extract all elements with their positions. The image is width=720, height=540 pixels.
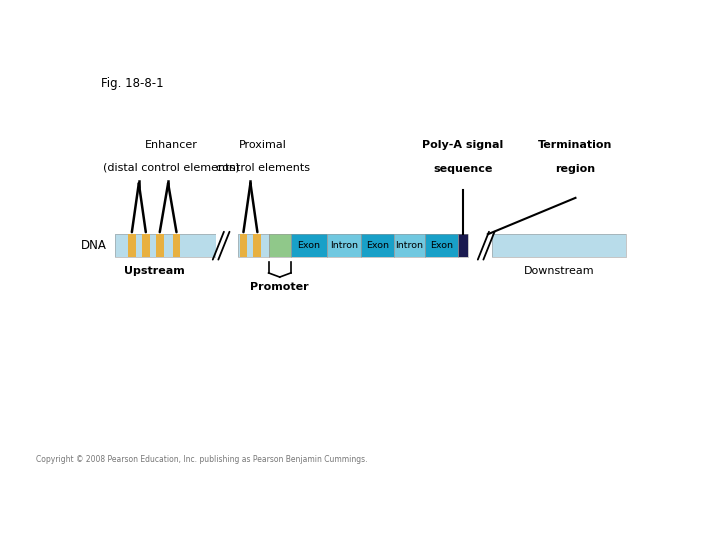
- Bar: [361, 234, 394, 257]
- Text: Promoter: Promoter: [251, 282, 309, 292]
- Text: Proximal: Proximal: [239, 140, 287, 150]
- Bar: [459, 234, 468, 257]
- Bar: [156, 234, 163, 257]
- Text: Copyright © 2008 Pearson Education, Inc. publishing as Pearson Benjamin Cummings: Copyright © 2008 Pearson Education, Inc.…: [36, 455, 367, 464]
- Bar: [327, 234, 361, 257]
- Bar: [481, 231, 491, 260]
- Text: Exon: Exon: [366, 241, 389, 250]
- Bar: [142, 234, 150, 257]
- Text: Enhancer: Enhancer: [145, 140, 197, 150]
- Bar: [115, 234, 218, 257]
- Text: Poly-A signal: Poly-A signal: [422, 140, 503, 150]
- Bar: [361, 234, 394, 257]
- Bar: [173, 234, 181, 257]
- Bar: [128, 234, 136, 257]
- Text: control elements: control elements: [216, 163, 310, 172]
- Bar: [492, 234, 626, 257]
- Bar: [253, 234, 261, 257]
- Bar: [291, 234, 327, 257]
- Text: Termination: Termination: [539, 140, 613, 150]
- Bar: [425, 234, 458, 257]
- Text: Downstream: Downstream: [523, 266, 594, 276]
- Bar: [327, 234, 361, 257]
- Bar: [238, 234, 269, 257]
- Text: Exon: Exon: [430, 241, 453, 250]
- Bar: [115, 234, 218, 257]
- Text: Exon: Exon: [297, 241, 320, 250]
- Bar: [291, 234, 327, 257]
- Bar: [238, 234, 269, 257]
- Bar: [240, 234, 248, 257]
- Text: Intron: Intron: [395, 241, 423, 250]
- Bar: [269, 234, 291, 257]
- Bar: [459, 234, 468, 257]
- Text: (distal control elements): (distal control elements): [102, 163, 239, 172]
- Text: region: region: [555, 164, 595, 174]
- Bar: [394, 234, 425, 257]
- Bar: [394, 234, 425, 257]
- Text: Fig. 18-8-1: Fig. 18-8-1: [101, 77, 163, 90]
- Bar: [216, 231, 226, 260]
- Bar: [492, 234, 626, 257]
- Bar: [269, 234, 291, 257]
- Text: DNA: DNA: [81, 239, 107, 252]
- Text: Intron: Intron: [330, 241, 358, 250]
- Text: Upstream: Upstream: [124, 266, 184, 276]
- Bar: [425, 234, 458, 257]
- Text: sequence: sequence: [433, 164, 492, 174]
